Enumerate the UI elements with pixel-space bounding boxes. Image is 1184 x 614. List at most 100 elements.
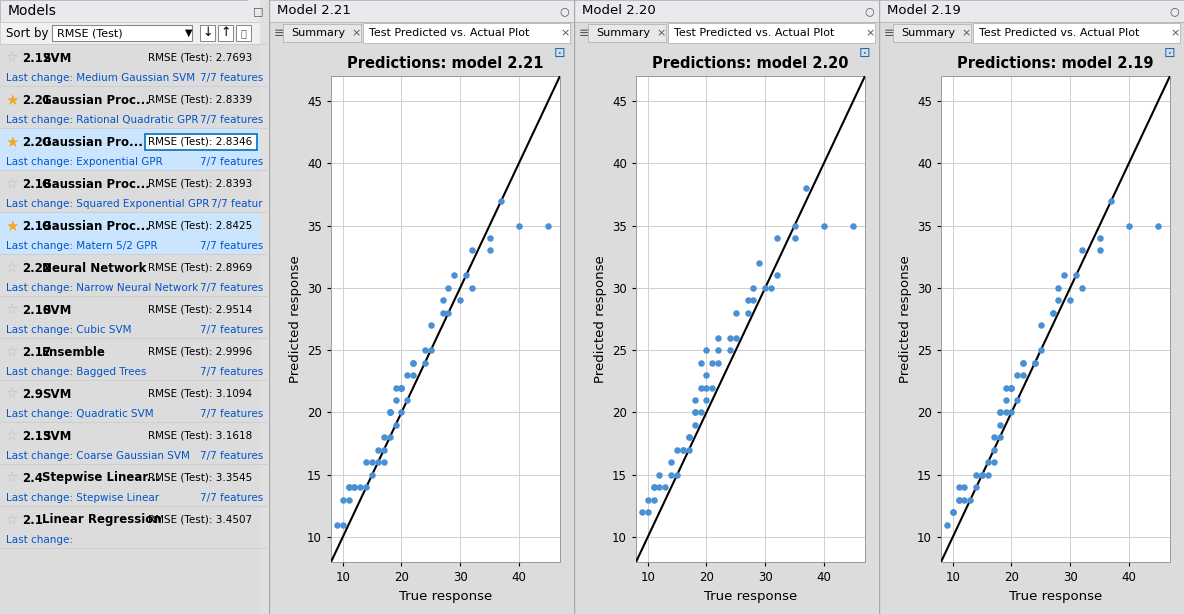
Text: SVM: SVM — [41, 430, 71, 443]
Point — [955, 495, 974, 505]
Point — [844, 220, 863, 230]
Point — [967, 483, 986, 492]
Point — [333, 519, 352, 529]
Bar — [269, 0, 574, 22]
Point — [721, 333, 740, 343]
Text: 2.13: 2.13 — [22, 430, 51, 443]
Point — [404, 358, 423, 368]
Point — [1031, 321, 1050, 330]
Point — [984, 457, 1003, 467]
Point — [380, 408, 399, 418]
Text: 7/7 features: 7/7 features — [200, 73, 263, 83]
Text: 2.4: 2.4 — [22, 472, 43, 484]
Point — [1102, 196, 1121, 206]
Text: ↑: ↑ — [220, 26, 231, 39]
Point — [1073, 246, 1092, 255]
Bar — [588, 24, 665, 42]
Text: RMSE (Test): RMSE (Test) — [57, 28, 123, 38]
Text: ☆: ☆ — [5, 345, 18, 359]
Text: ▼: ▼ — [185, 28, 193, 38]
Text: 7/7 features: 7/7 features — [200, 157, 263, 167]
Text: Sort by: Sort by — [6, 26, 49, 39]
Point — [644, 495, 663, 505]
Point — [761, 283, 780, 293]
Text: Gaussian Proc...: Gaussian Proc... — [41, 177, 150, 190]
Text: 2.1: 2.1 — [22, 513, 43, 526]
Point — [990, 408, 1009, 418]
Bar — [283, 24, 361, 42]
Point — [1073, 283, 1092, 293]
Text: 7/7 features: 7/7 features — [200, 115, 263, 125]
Point — [938, 519, 957, 529]
Bar — [0, 0, 268, 22]
Point — [539, 220, 558, 230]
Point — [457, 271, 476, 281]
Text: Stepwise Linear...: Stepwise Linear... — [41, 472, 161, 484]
Text: RMSE (Test): 2.8339: RMSE (Test): 2.8339 — [148, 95, 252, 105]
Text: ⊡: ⊡ — [554, 46, 566, 60]
Text: Last change:: Last change: — [6, 535, 76, 545]
Bar — [363, 23, 570, 43]
Point — [738, 308, 757, 317]
Point — [339, 495, 358, 505]
Text: ☆: ☆ — [5, 261, 18, 275]
Point — [686, 408, 704, 418]
Point — [749, 258, 768, 268]
Point — [691, 408, 710, 418]
Text: ☆: ☆ — [5, 387, 18, 401]
Point — [978, 457, 997, 467]
Text: 🗑: 🗑 — [240, 28, 246, 38]
Point — [1119, 220, 1138, 230]
Point — [1002, 408, 1021, 418]
Point — [755, 283, 774, 293]
Point — [439, 283, 458, 293]
Point — [1049, 283, 1068, 293]
Point — [422, 345, 440, 355]
Point — [638, 495, 657, 505]
Bar — [144, 134, 257, 150]
Text: Last change: Quadratic SVM: Last change: Quadratic SVM — [6, 409, 154, 419]
Text: Linear Regression: Linear Regression — [41, 513, 162, 526]
Point — [815, 220, 834, 230]
Point — [380, 432, 399, 442]
Point — [984, 432, 1003, 442]
Text: Last change: Medium Gaussian SVM: Last change: Medium Gaussian SVM — [6, 73, 195, 83]
Point — [480, 233, 498, 243]
Point — [674, 445, 693, 455]
Point — [767, 271, 786, 281]
Bar — [269, 22, 574, 44]
Text: ×: × — [560, 28, 570, 38]
Text: Last change: Rational Quadratic GPR: Last change: Rational Quadratic GPR — [6, 115, 199, 125]
Point — [978, 470, 997, 480]
Text: Last change: Coarse Gaussian SVM: Last change: Coarse Gaussian SVM — [6, 451, 189, 461]
Text: Test Predicted vs. Actual Plot: Test Predicted vs. Actual Plot — [369, 28, 529, 38]
Point — [680, 445, 699, 455]
Point — [1025, 358, 1044, 368]
Point — [362, 457, 381, 467]
Point — [386, 420, 405, 430]
Point — [1090, 246, 1109, 255]
Point — [380, 408, 399, 418]
Text: ★: ★ — [5, 134, 19, 149]
Point — [721, 345, 740, 355]
Point — [339, 483, 358, 492]
Point — [374, 457, 393, 467]
Point — [1014, 358, 1032, 368]
Text: 7/7 features: 7/7 features — [200, 241, 263, 251]
X-axis label: True response: True response — [703, 589, 797, 602]
Point — [697, 370, 716, 380]
Point — [990, 408, 1009, 418]
Point — [738, 295, 757, 305]
Point — [656, 483, 675, 492]
Title: Predictions: model 2.20: Predictions: model 2.20 — [652, 56, 849, 71]
Text: RMSE (Test): 2.9514: RMSE (Test): 2.9514 — [148, 305, 252, 315]
Y-axis label: Predicted response: Predicted response — [593, 255, 606, 383]
Text: SVM: SVM — [41, 303, 71, 316]
Point — [374, 445, 393, 455]
Text: ☆: ☆ — [5, 51, 18, 65]
Text: ⊡: ⊡ — [1164, 46, 1176, 60]
Point — [386, 395, 405, 405]
Bar — [0, 128, 268, 170]
Text: Summary: Summary — [291, 28, 345, 38]
Point — [345, 483, 363, 492]
